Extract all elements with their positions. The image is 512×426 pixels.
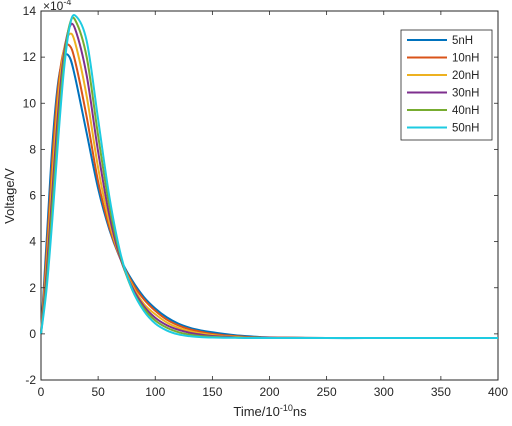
x-tick-label: 100 [145, 385, 165, 399]
legend-label: 50nH [452, 123, 480, 135]
y-tick-label: 0 [29, 327, 36, 341]
legend-label: 40nH [452, 105, 480, 117]
y-tick-label: 2 [29, 281, 36, 295]
series-line-50nH [40, 14, 498, 340]
x-tick-label: 300 [374, 385, 394, 399]
x-tick-label: 200 [259, 385, 279, 399]
legend-box [400, 29, 493, 141]
x-tick-label: 400 [488, 385, 508, 399]
x-tick-label: 350 [431, 385, 451, 399]
y-tick-label: -2 [25, 373, 36, 387]
x-tick-label: 0 [38, 385, 45, 399]
x-axis-title: Time/10-10ns [233, 403, 307, 419]
x-tick-label: 150 [202, 385, 222, 399]
y-exponent-label: ×10-4 [43, 0, 71, 13]
y-tick-label: 4 [29, 235, 36, 249]
y-tick-label: 14 [23, 4, 37, 18]
x-tick-label: 50 [91, 385, 105, 399]
y-tick-label: 6 [29, 189, 36, 203]
y-tick-label: 10 [23, 96, 37, 110]
y-axis-title: Voltage/V [2, 168, 17, 224]
legend-label: 20nH [452, 70, 480, 82]
y-axis: -2 0 2 4 6 8 10 12 14 [23, 4, 498, 387]
y-tick-label: 8 [29, 142, 36, 156]
x-tick-label: 250 [317, 385, 337, 399]
y-tick-label: 12 [23, 50, 37, 64]
series-layer [40, 14, 498, 340]
x-axis: 0 50 100 150 200 250 300 350 400 [38, 11, 508, 399]
legend: 5nH 10nH 20nH 30nH 40nH 50nH [400, 29, 493, 141]
legend-label: 30nH [452, 88, 480, 100]
legend-label: 10nH [452, 53, 480, 65]
legend-label: 5nH [452, 35, 473, 47]
